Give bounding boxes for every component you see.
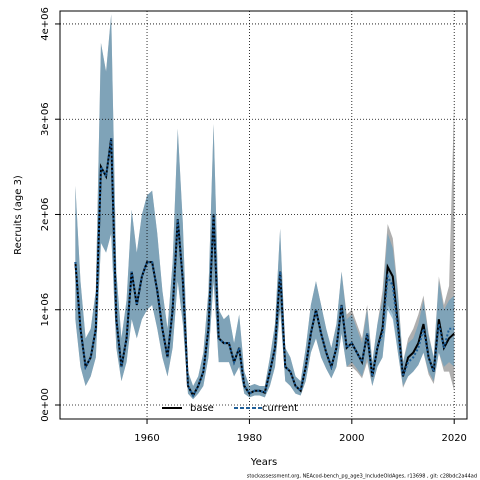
x-tick-label: 1980 — [237, 433, 262, 444]
plot-frame — [59, 10, 468, 420]
y-tick-label: 4e+06 — [40, 7, 51, 41]
legend-label: current — [262, 403, 298, 414]
plot-area — [74, 14, 455, 400]
y-tick-label: 2e+06 — [40, 198, 51, 232]
y-tick-label: 1e+06 — [40, 293, 51, 327]
y-tick-label: 3e+06 — [40, 102, 51, 136]
x-tick-label: 2000 — [339, 433, 364, 444]
series-line — [74, 138, 455, 398]
confidence-band — [75, 14, 455, 400]
y-tick-label: 0e+00 — [40, 388, 51, 422]
legend-label: base — [190, 403, 214, 414]
x-tick-label: 2020 — [441, 433, 466, 444]
caption: stockassessment.org, NEAcod-bench_pg_age… — [247, 474, 477, 480]
x-axis-label: Years — [250, 457, 277, 468]
x-tick-label: 1960 — [134, 433, 159, 444]
y-axis-label: Recruits (age 3) — [13, 175, 24, 255]
